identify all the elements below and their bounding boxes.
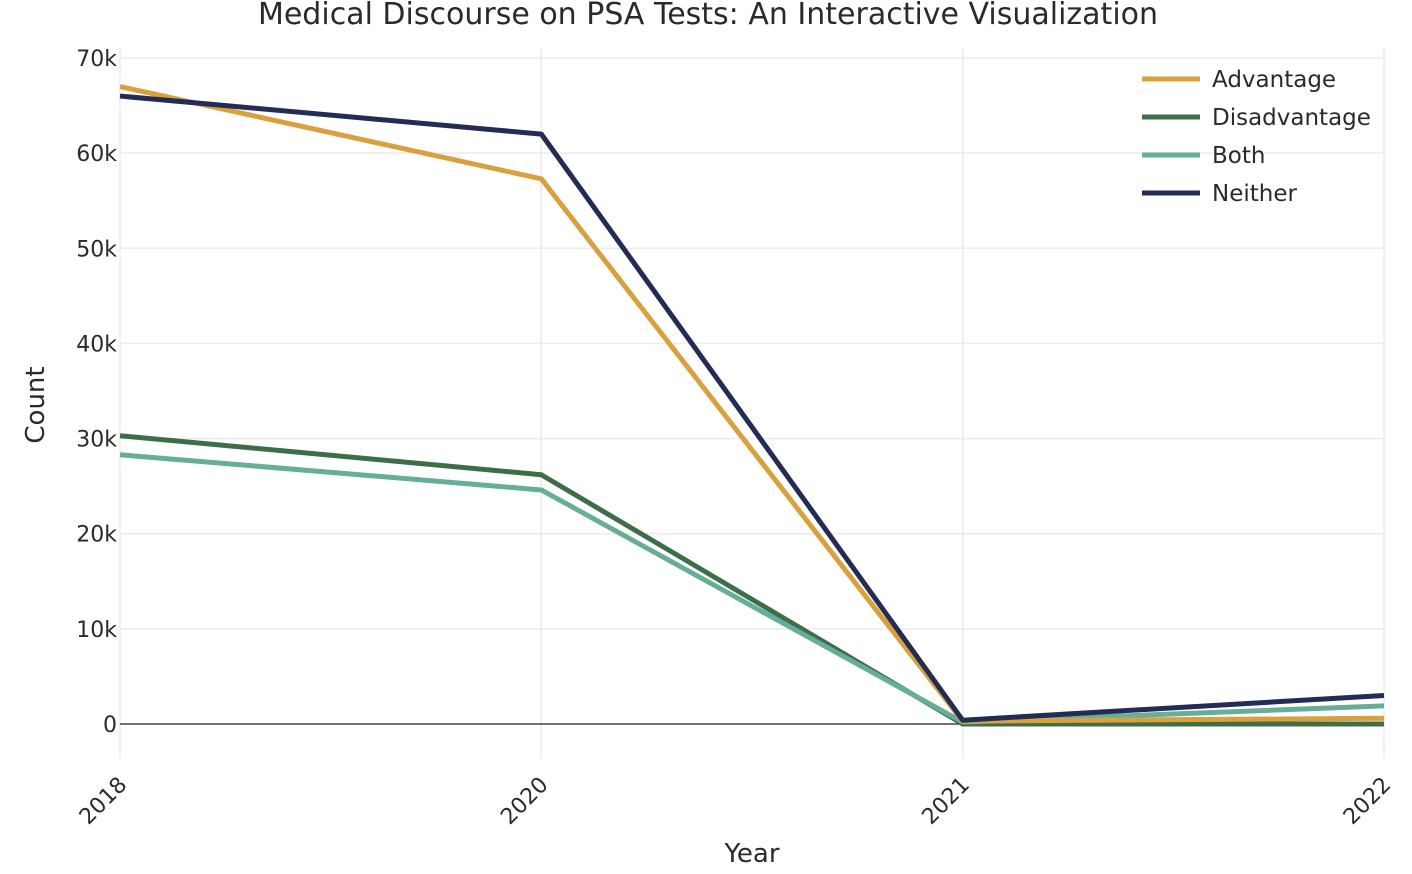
x-gridlines (119, 48, 1385, 758)
legend-label: Both (1212, 143, 1265, 169)
chart-title: Medical Discourse on PSA Tests: An Inter… (258, 0, 1158, 32)
y-tick-label: 60k (76, 142, 117, 167)
series-lines (119, 84, 1385, 727)
y-axis-title: Count (21, 366, 51, 443)
y-axis-ticks: 0 10k 20k 30k 40k 50k 60k 70k (76, 47, 117, 738)
y-tick-label: 30k (76, 428, 117, 453)
y-tick-label: 0 (103, 713, 117, 738)
x-tick-label: 2022 (1339, 773, 1396, 830)
series-line-both (119, 452, 1385, 725)
y-tick-label: 20k (76, 523, 117, 548)
series-line-neither (119, 93, 1385, 723)
legend: Advantage Disadvantage Both Neither (1142, 67, 1371, 207)
y-tick-label: 10k (76, 618, 117, 643)
x-tick-label: 2021 (918, 773, 975, 830)
y-tick-label: 70k (76, 47, 117, 72)
x-tick-label: 2018 (75, 773, 132, 830)
x-axis-title: Year (723, 839, 779, 869)
legend-label: Disadvantage (1212, 105, 1371, 131)
series-line-advantage (119, 84, 1385, 724)
legend-label: Advantage (1212, 67, 1336, 93)
y-gridlines (120, 57, 1384, 630)
y-tick-label: 40k (76, 332, 117, 357)
y-tick-label: 50k (76, 237, 117, 262)
x-tick-label: 2020 (496, 773, 553, 830)
x-axis-ticks: 2018 2020 2021 2022 (75, 773, 1396, 830)
legend-label: Neither (1212, 181, 1297, 207)
series-line-disadvantage (119, 433, 1384, 727)
